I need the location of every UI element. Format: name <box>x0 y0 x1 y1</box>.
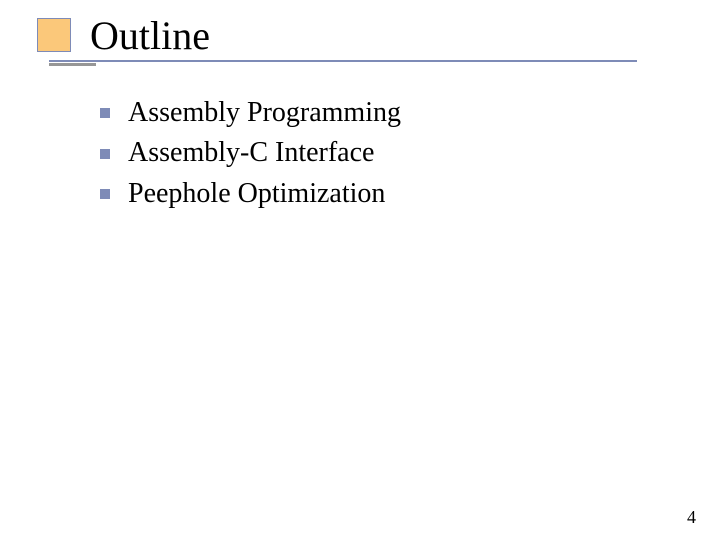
bullet-text: Assembly Programming <box>128 95 401 131</box>
page-number: 4 <box>687 507 696 528</box>
list-item: Assembly Programming <box>100 95 401 131</box>
title-container: Outline <box>90 14 210 58</box>
slide-title: Outline <box>90 14 210 58</box>
title-underline-short <box>49 63 96 66</box>
list-item: Assembly-C Interface <box>100 135 401 171</box>
bullet-text: Peephole Optimization <box>128 176 385 212</box>
bullet-icon <box>100 149 110 159</box>
bullet-list: Assembly Programming Assembly-C Interfac… <box>100 95 401 216</box>
bullet-icon <box>100 108 110 118</box>
bullet-icon <box>100 189 110 199</box>
bullet-text: Assembly-C Interface <box>128 135 374 171</box>
list-item: Peephole Optimization <box>100 176 401 212</box>
title-underline-long <box>49 60 637 62</box>
title-decor-square <box>37 18 71 52</box>
